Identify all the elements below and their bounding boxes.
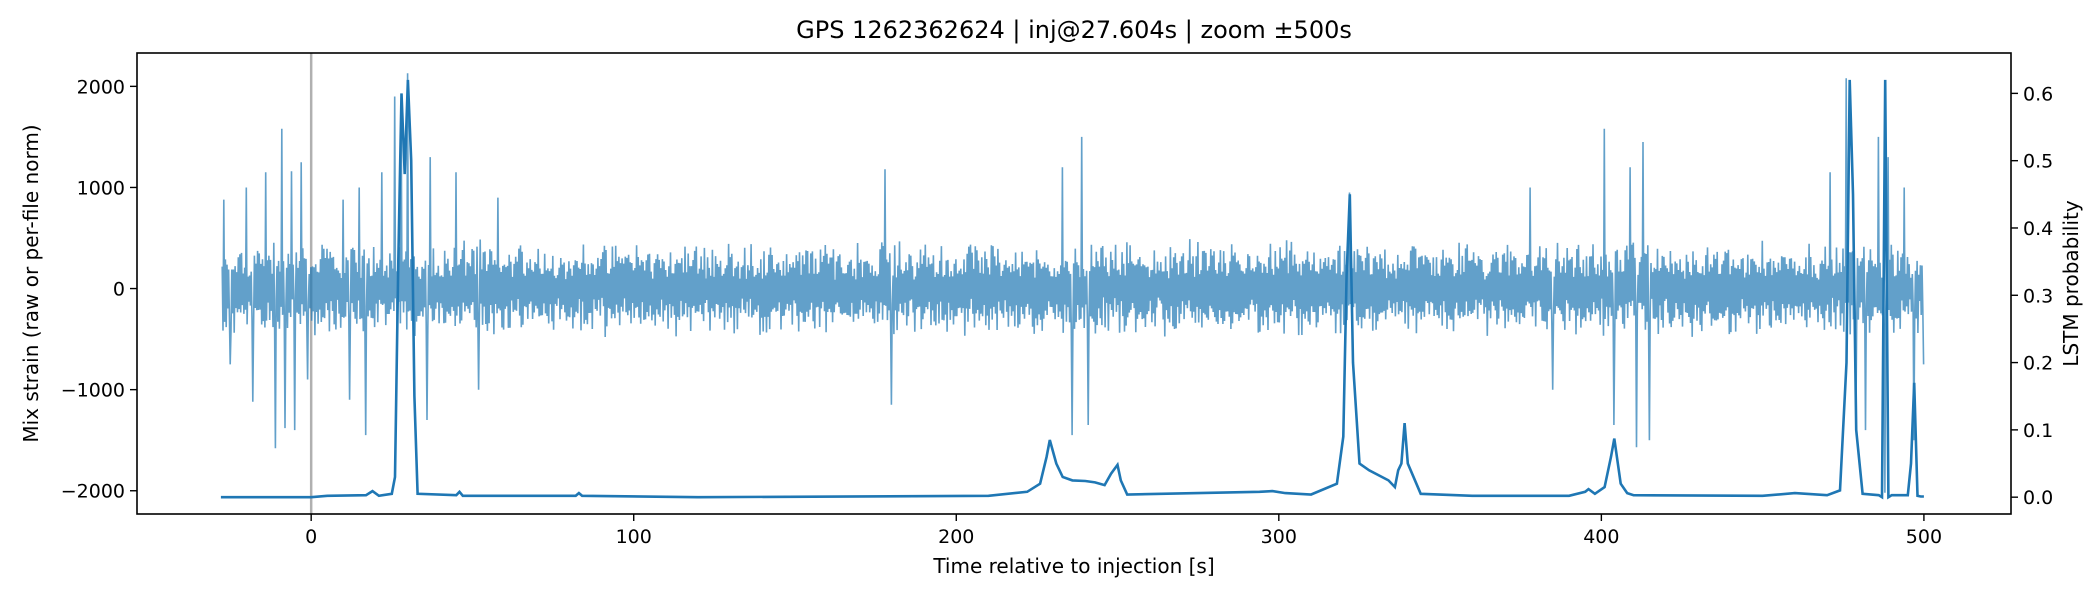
- right-y-tick-label: 0.1: [2023, 420, 2053, 442]
- right-y-tick-label: 0.4: [2023, 218, 2053, 240]
- chart-title: GPS 1262362624 | inj@27.604s | zoom ±500…: [796, 16, 1352, 44]
- left-y-tick-label: −2000: [61, 481, 125, 503]
- x-tick-label: 300: [1261, 526, 1297, 548]
- left-y-tick-label: 1000: [77, 177, 125, 199]
- right-y-tick-label: 0.2: [2023, 353, 2053, 375]
- right-y-tick-label: 0.3: [2023, 285, 2053, 307]
- right-y-axis: 0.0 0.1 0.2 0.3 0.4 0.5 0.6: [2011, 83, 2053, 509]
- x-axis: 0 100 200 300 400 500: [305, 514, 1942, 548]
- plot-area: [220, 53, 1925, 514]
- x-tick-label: 100: [616, 526, 652, 548]
- right-y-axis-label: LSTM probability: [2059, 200, 2083, 367]
- left-y-tick-label: 0: [113, 279, 125, 301]
- x-tick-label: 400: [1583, 526, 1619, 548]
- right-y-tick-label: 0.5: [2023, 151, 2053, 173]
- left-y-tick-label: −1000: [61, 380, 125, 402]
- right-y-tick-label: 0.0: [2023, 487, 2053, 509]
- right-y-tick-label: 0.6: [2023, 83, 2053, 105]
- x-tick-label: 500: [1906, 526, 1942, 548]
- x-tick-label: 0: [305, 526, 317, 548]
- x-tick-label: 200: [938, 526, 974, 548]
- x-axis-label: Time relative to injection [s]: [932, 554, 1214, 578]
- plot-frame: [136, 52, 2012, 515]
- left-y-axis-label: Mix strain (raw or per-file norm): [19, 124, 43, 442]
- left-y-tick-label: 2000: [77, 76, 125, 98]
- left-y-axis: −2000 −1000 0 1000 2000: [61, 76, 137, 503]
- series-strain: [221, 73, 1925, 493]
- series-lstm-probability: [220, 79, 1924, 500]
